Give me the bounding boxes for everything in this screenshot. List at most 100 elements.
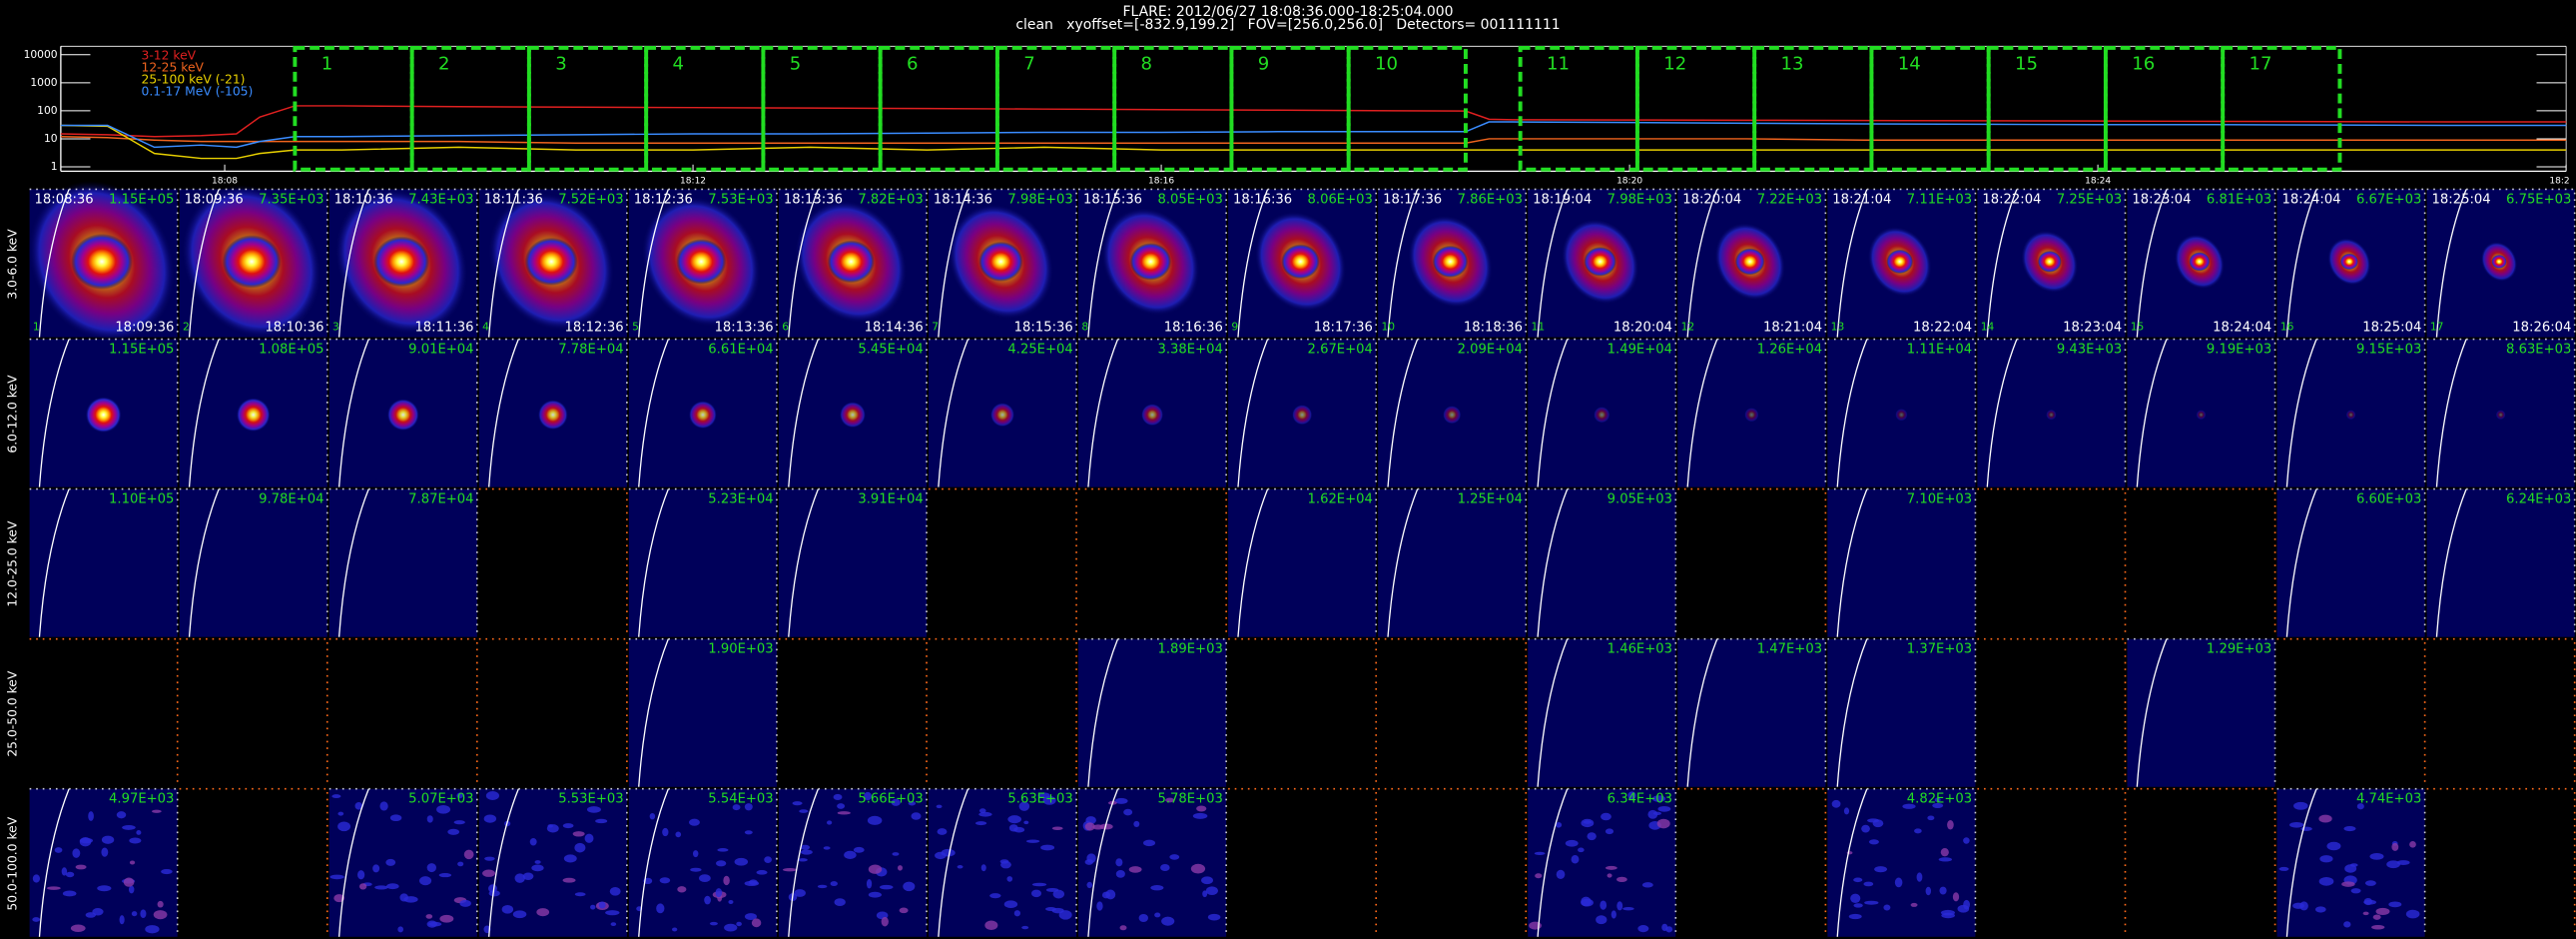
noise-speck <box>485 790 500 801</box>
source-core <box>386 399 419 432</box>
panel-value: 1.47E+03 <box>1757 642 1822 657</box>
limb <box>638 788 669 937</box>
noise-speck <box>1853 877 1863 883</box>
noise-speck <box>868 891 882 898</box>
image-panel: 5.78E+03 <box>1078 787 1227 937</box>
panel-start-time: 18:25:04 <box>2432 192 2491 207</box>
noise-speck <box>129 860 136 865</box>
panel-background <box>1827 638 1976 787</box>
noise-speck <box>864 791 872 801</box>
image-panel <box>2276 637 2426 787</box>
panel-value: 1.37E+03 <box>1907 642 1972 657</box>
source-core <box>85 397 122 434</box>
noise-speck <box>1850 893 1861 904</box>
image-panel: 5.53E+03 <box>478 787 628 937</box>
noise-speck <box>79 837 92 847</box>
limb <box>938 788 969 937</box>
limb <box>38 339 70 487</box>
panel-end-time: 18:13:36 <box>715 321 774 336</box>
noise-speck <box>1040 844 1055 851</box>
noise-speck <box>2343 826 2356 832</box>
panel-interval: 14 <box>1981 321 1995 334</box>
y-tick-label: 10 <box>44 132 58 145</box>
noise-speck <box>1656 818 1670 829</box>
panel-value: 6.60E+03 <box>2356 491 2421 506</box>
panel-value: 6.75E+03 <box>2506 192 2571 207</box>
image-panel: 6.61E+04 <box>628 338 778 487</box>
panel-start-time: 18:19:04 <box>1533 192 1592 207</box>
noise-speck <box>1934 797 1941 803</box>
noise-speck <box>1105 889 1116 900</box>
panel-end-time: 18:14:36 <box>865 321 924 336</box>
image-panel: 7.11E+03 18:21:04 18:22:04 13 <box>1827 188 1977 338</box>
image-panel: 1.46E+03 <box>1528 637 1677 787</box>
noise-speck <box>794 889 806 897</box>
image-panel: 5.66E+03 <box>778 787 928 937</box>
y-tick-label: 100 <box>37 104 58 117</box>
noise-speck <box>881 916 889 927</box>
image-panel: 9.19E+03 <box>2127 338 2276 487</box>
noise-speck <box>744 880 760 887</box>
source-core <box>1594 406 1610 424</box>
image-panel: 1.62E+04 <box>1228 487 1378 637</box>
noise-speck <box>2343 921 2351 928</box>
limb <box>1686 189 1718 338</box>
image-panel: 7.87E+04 <box>328 487 478 637</box>
image-panel <box>928 487 1077 637</box>
panel-background <box>1078 488 1227 637</box>
noise-speck <box>756 870 768 875</box>
panel-background <box>1677 488 1826 637</box>
source-core <box>1734 248 1765 276</box>
noise-speck <box>853 846 865 853</box>
image-panel: 5.23E+04 <box>628 487 778 637</box>
noise-speck <box>62 890 77 897</box>
noise-speck <box>1940 847 1949 857</box>
noise-speck <box>584 833 594 843</box>
panel-value: 9.43E+03 <box>2057 342 2122 357</box>
image-panel: 1.15E+05 18:08:36 18:09:36 1 <box>28 181 179 343</box>
image-panel: 1.10E+05 <box>29 487 179 637</box>
limb <box>1387 488 1419 637</box>
source-core <box>2196 410 2207 421</box>
noise-speck <box>2314 906 2326 913</box>
limb <box>1387 189 1419 338</box>
noise-speck <box>2326 841 2341 851</box>
limb <box>1237 339 1269 487</box>
source-core <box>827 240 875 284</box>
panel-value: 1.25E+04 <box>1458 491 1523 506</box>
panel-interval: 17 <box>2430 321 2444 334</box>
legend-entry: 3-12 keV <box>142 49 197 63</box>
noise-speck <box>122 824 136 830</box>
interval-label: 3 <box>555 53 567 74</box>
interval-label: 2 <box>438 53 450 74</box>
panel-value: 1.29E+03 <box>2207 642 2271 657</box>
noise-speck <box>732 804 741 811</box>
panel-value: 3.91E+04 <box>858 491 923 506</box>
title: FLARE: 2012/06/27 18:08:36.000-18:25:04.… <box>1122 4 1453 20</box>
noise-speck <box>1863 881 1874 887</box>
limb <box>1537 788 1569 937</box>
noise-speck <box>1085 816 1096 825</box>
noise-speck <box>1000 860 1011 869</box>
noise-speck <box>1555 822 1563 828</box>
panel-end-time: 18:20:04 <box>1613 321 1672 336</box>
interval-label: 10 <box>1375 53 1398 74</box>
panel-background <box>328 788 477 937</box>
noise-speck <box>501 905 514 914</box>
noise-speck <box>385 858 396 866</box>
image-panel: 6.34E+03 <box>1528 787 1677 937</box>
noise-speck <box>744 803 753 811</box>
image-panel <box>1078 487 1227 637</box>
panel-start-time: 18:16:36 <box>1233 192 1292 207</box>
panel-value: 7.22E+03 <box>1757 192 1822 207</box>
noise-speck <box>151 809 162 813</box>
panel-background <box>328 638 477 787</box>
noise-speck <box>101 835 115 844</box>
panel-end-time: 18:17:36 <box>1314 321 1373 336</box>
noise-speck <box>2388 901 2402 908</box>
panel-value: 9.05E+03 <box>1608 491 1672 506</box>
noise-speck <box>833 793 843 800</box>
panel-start-time: 18:21:04 <box>1832 192 1891 207</box>
noise-speck <box>590 904 596 910</box>
noise-speck <box>61 867 68 876</box>
